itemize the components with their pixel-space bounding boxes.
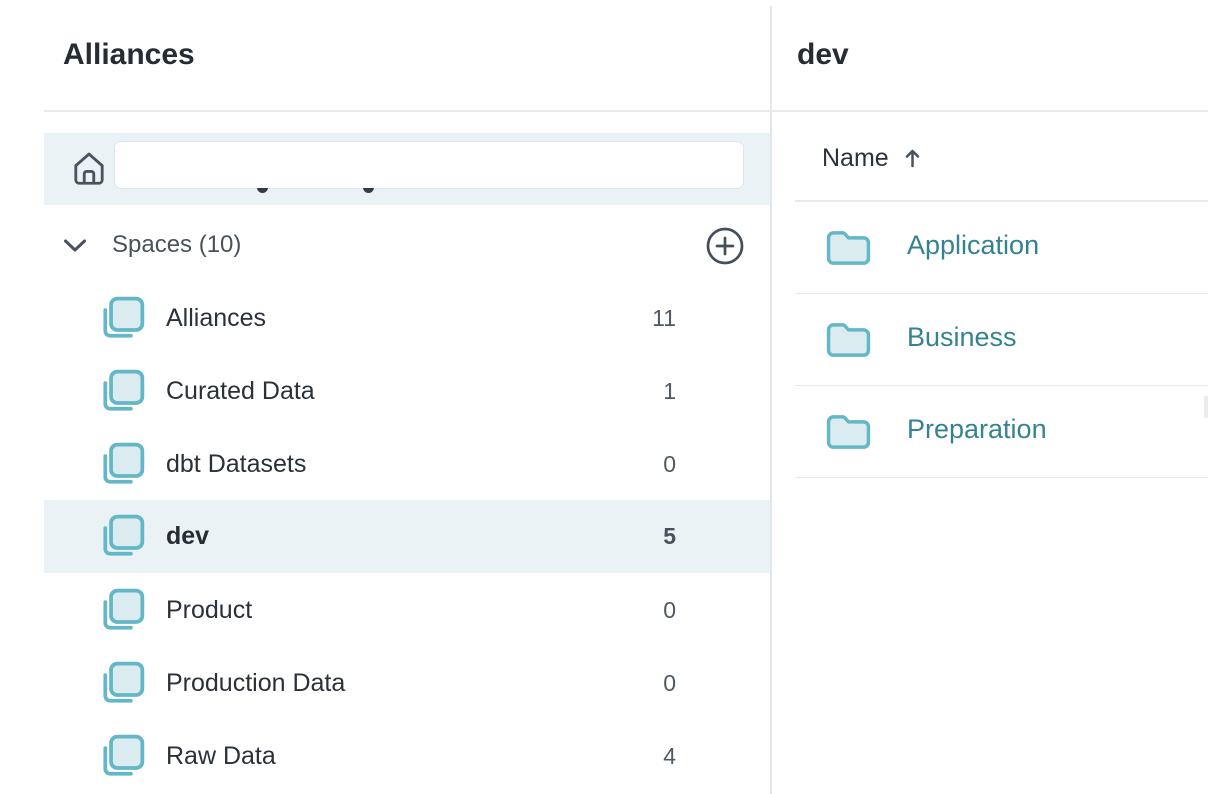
arrow-up-icon (905, 149, 919, 168)
space-count: 5 (663, 523, 676, 549)
sidebar-item-curated-data[interactable]: Curated Data 1 (44, 355, 772, 428)
sidebar-item-alliances[interactable]: Alliances 11 (44, 282, 772, 355)
space-icon (103, 296, 145, 338)
redacted-text-fragment (257, 183, 268, 193)
sidebar-item-production-data[interactable]: Production Data 0 (44, 647, 772, 720)
header-divider (44, 110, 1208, 112)
folder-row-application[interactable]: Application (795, 202, 1208, 294)
folder-link[interactable]: Business (907, 322, 1017, 352)
sidebar-panel: Alliances Spaces (10) (44, 38, 772, 793)
space-icon (103, 369, 145, 411)
space-count: 0 (663, 597, 676, 623)
redacted-text-fragment (363, 183, 374, 193)
space-icon (103, 588, 145, 630)
home-icon (74, 152, 104, 185)
content-panel: dev Name Application Business Preparatio (772, 0, 1208, 794)
page-title: dev (797, 38, 849, 71)
spaces-section-header: Spaces (10) (44, 224, 772, 268)
name-column-label: Name (822, 143, 889, 172)
space-label: dbt Datasets (166, 450, 307, 478)
folder-icon (826, 231, 871, 265)
folder-link[interactable]: Preparation (907, 414, 1047, 444)
sidebar-item-raw-data[interactable]: Raw Data 4 (44, 720, 772, 793)
space-label: Raw Data (166, 742, 276, 770)
space-count: 11 (652, 305, 676, 331)
folder-icon (826, 415, 871, 449)
panel-divider (770, 6, 772, 794)
space-label: Production Data (166, 669, 346, 697)
folder-row-business[interactable]: Business (795, 294, 1208, 386)
space-icon (103, 661, 145, 703)
space-icon (103, 514, 145, 556)
chevron-down-icon[interactable] (62, 238, 88, 254)
space-count: 0 (663, 451, 676, 477)
clipped-element-fragment (1204, 396, 1208, 418)
space-icon (103, 734, 145, 776)
folder-icon (826, 323, 871, 357)
folder-row-preparation[interactable]: Preparation (795, 386, 1208, 478)
space-label: Curated Data (166, 377, 315, 405)
space-label: dev (166, 522, 210, 550)
space-label: Alliances (166, 304, 267, 332)
spaces-section-label: Spaces (10) (112, 231, 242, 258)
table-header-divider (795, 200, 1208, 202)
sidebar-item-dbt-datasets[interactable]: dbt Datasets 0 (44, 428, 772, 501)
plus-circle-icon (706, 227, 744, 265)
sidebar-item-dev[interactable]: dev 5 (44, 500, 772, 573)
add-space-button[interactable] (704, 225, 746, 267)
folder-link[interactable]: Application (907, 230, 1040, 260)
space-count: 4 (663, 743, 676, 769)
space-icon (103, 442, 145, 484)
redacted-home-label (115, 142, 743, 188)
sidebar-item-product[interactable]: Product 0 (44, 574, 772, 647)
column-header-name[interactable]: Name (822, 143, 921, 173)
sidebar-title: Alliances (63, 38, 195, 71)
space-count: 1 (663, 378, 676, 404)
space-label: Product (166, 596, 253, 624)
space-count: 0 (663, 670, 676, 696)
